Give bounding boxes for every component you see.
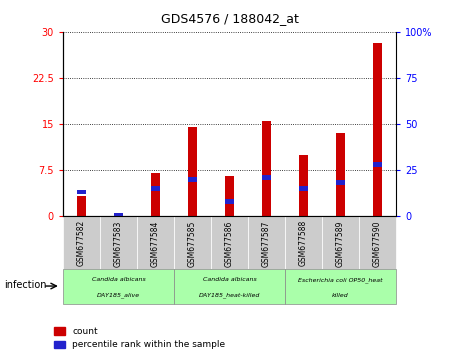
Bar	[188, 127, 197, 216]
Text: DAY185_heat-killed: DAY185_heat-killed	[199, 293, 260, 298]
Text: infection: infection	[4, 280, 47, 290]
FancyBboxPatch shape	[322, 216, 359, 269]
Bar	[373, 43, 382, 216]
Text: GSM677582: GSM677582	[77, 220, 86, 267]
Bar	[114, 213, 123, 218]
Text: Escherichia coli OP50_heat: Escherichia coli OP50_heat	[298, 277, 383, 282]
FancyBboxPatch shape	[174, 269, 285, 304]
Bar	[373, 162, 382, 167]
FancyBboxPatch shape	[174, 216, 211, 269]
Bar	[262, 175, 271, 180]
FancyBboxPatch shape	[285, 269, 396, 304]
Text: GSM677588: GSM677588	[299, 220, 308, 267]
Text: GSM677583: GSM677583	[114, 220, 123, 267]
FancyBboxPatch shape	[63, 216, 100, 269]
Text: GSM677585: GSM677585	[188, 220, 197, 267]
Legend: count, percentile rank within the sample: count, percentile rank within the sample	[54, 327, 225, 349]
Bar	[151, 186, 160, 191]
Text: GSM677590: GSM677590	[373, 220, 382, 267]
Bar	[336, 133, 345, 216]
Text: GSM677589: GSM677589	[336, 220, 345, 267]
FancyBboxPatch shape	[359, 216, 396, 269]
Bar	[262, 121, 271, 216]
Text: DAY185_alive: DAY185_alive	[97, 293, 140, 298]
Bar	[188, 177, 197, 182]
Text: GSM677584: GSM677584	[151, 220, 160, 267]
Text: Candida albicans: Candida albicans	[92, 277, 145, 282]
Bar	[336, 180, 345, 185]
FancyBboxPatch shape	[285, 216, 322, 269]
FancyBboxPatch shape	[248, 216, 285, 269]
Text: Candida albicans: Candida albicans	[202, 277, 256, 282]
FancyBboxPatch shape	[100, 216, 137, 269]
Bar	[225, 199, 234, 204]
FancyBboxPatch shape	[211, 216, 248, 269]
Bar	[77, 189, 86, 194]
Text: killed: killed	[332, 293, 349, 298]
Text: GDS4576 / 188042_at: GDS4576 / 188042_at	[161, 12, 298, 25]
FancyBboxPatch shape	[63, 269, 174, 304]
Bar	[151, 173, 160, 216]
Bar	[77, 196, 86, 216]
Text: GSM677586: GSM677586	[225, 220, 234, 267]
Bar	[299, 155, 308, 216]
Bar	[225, 176, 234, 216]
Bar	[299, 186, 308, 191]
FancyBboxPatch shape	[137, 216, 174, 269]
Text: GSM677587: GSM677587	[262, 220, 271, 267]
